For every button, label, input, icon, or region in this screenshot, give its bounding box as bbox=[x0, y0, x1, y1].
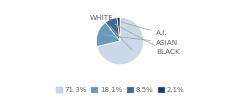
Wedge shape bbox=[105, 18, 120, 41]
Wedge shape bbox=[97, 17, 144, 65]
Text: BLACK: BLACK bbox=[115, 24, 180, 56]
Wedge shape bbox=[96, 22, 120, 46]
Text: WHITE: WHITE bbox=[90, 15, 132, 50]
Text: ASIAN: ASIAN bbox=[104, 35, 178, 46]
Wedge shape bbox=[117, 17, 120, 41]
Text: A.I.: A.I. bbox=[121, 22, 168, 36]
Legend: 71.3%, 18.1%, 8.5%, 2.1%: 71.3%, 18.1%, 8.5%, 2.1% bbox=[56, 87, 184, 93]
